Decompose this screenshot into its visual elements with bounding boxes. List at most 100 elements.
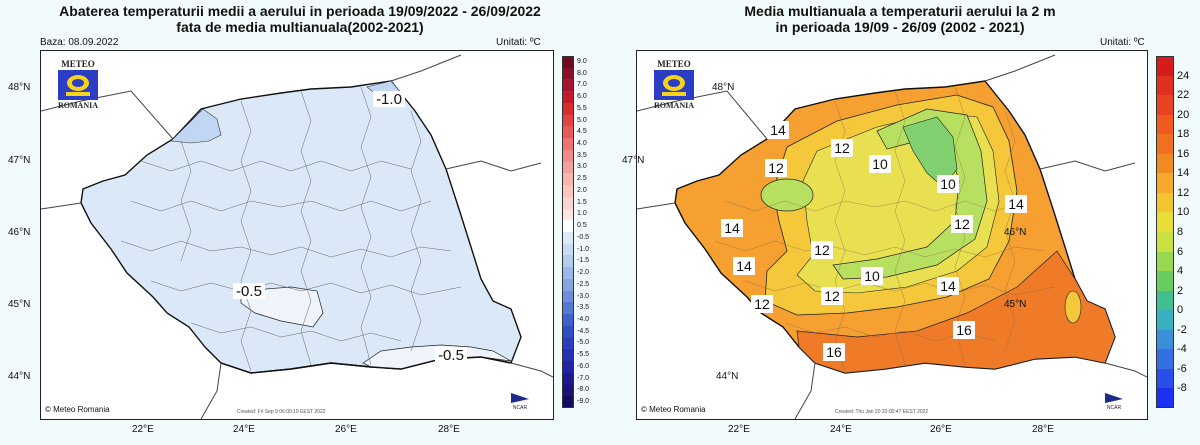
legend-swatch (562, 126, 574, 139)
contour-label: 12 (814, 242, 830, 258)
legend-label: 5.0 (577, 116, 587, 124)
legend-label: 4.5 (577, 128, 587, 136)
legend-frame (1156, 56, 1174, 408)
legend-swatch (562, 220, 574, 233)
legend-swatch (1156, 153, 1174, 174)
contour-label: 14 (770, 122, 786, 138)
legend-label: -1.0 (577, 245, 590, 253)
legend-swatch (562, 232, 574, 245)
lon-label: 28°E (438, 424, 460, 435)
contour-label: -0.5 (438, 347, 464, 364)
contour-label: -1.0 (376, 91, 402, 108)
lat-label: 47°N (622, 155, 645, 166)
legend-label: -3.5 (577, 304, 590, 312)
legend-swatch (562, 56, 574, 69)
lon-label: 22°E (728, 424, 750, 435)
climatology-title-line2: in perioada 19/09 - 26/09 (2002 - 2021) (775, 19, 1025, 35)
county-borders (120, 86, 462, 372)
legend-label: -2 (1177, 323, 1187, 336)
legend-label: 14 (1177, 167, 1190, 180)
lon-label: 22°E (132, 424, 154, 435)
legend-swatch (1156, 173, 1174, 194)
ncar-logo: NCAR (1103, 391, 1125, 411)
ncar-label: NCAR (1106, 405, 1122, 411)
credit-text: © Meteo Romania (45, 405, 110, 414)
legend-label: -5.0 (577, 339, 590, 347)
legend-label: -9.0 (577, 398, 590, 406)
contour-label: 12 (834, 140, 850, 156)
legend-swatch (562, 196, 574, 210)
legend-label: 6.0 (577, 93, 587, 101)
legend-label: -3.0 (577, 292, 590, 300)
legend-label: 0 (1177, 304, 1184, 317)
contour-label: 12 (824, 288, 840, 304)
legend-swatch (1156, 290, 1174, 311)
contour-label: 14 (724, 220, 740, 236)
contour-label: 14 (1008, 196, 1024, 212)
legend-label: -1.5 (577, 257, 590, 265)
contour-label: 14 (940, 278, 956, 294)
legend-swatch (562, 325, 574, 339)
legend-label: -4.5 (577, 327, 590, 335)
created-timestamp: Created: Thu Jan 20 20:00:47 EEST 2022 (835, 409, 929, 415)
ncar-label: NCAR (512, 405, 528, 411)
legend-label: -4 (1177, 343, 1187, 356)
legend-label: 20 (1177, 108, 1190, 121)
legend-swatch (562, 243, 574, 256)
ncar-icon (1105, 393, 1123, 403)
lon-label: 28°E (1032, 424, 1054, 435)
anomaly-zone-nw (170, 108, 222, 144)
legend-swatch (1156, 349, 1174, 370)
legend-swatch (562, 278, 574, 292)
romania-outline (80, 80, 522, 374)
contour-label: 16 (956, 322, 972, 338)
legend-label: -8.0 (577, 386, 590, 394)
legend-swatch (562, 185, 574, 198)
legend-label: 0.5 (577, 222, 587, 230)
legend-swatch (562, 161, 574, 174)
legend-label: 9.0 (577, 57, 587, 65)
base-date-label: Baza: 08.09.2022 (40, 37, 119, 48)
legend-swatch (562, 79, 574, 92)
legend-swatch (562, 102, 574, 116)
temp-zone-east-island (1064, 290, 1082, 324)
legend-swatch (1156, 95, 1174, 116)
lon-label: 24°E (830, 424, 852, 435)
meteo-romania-logo: METEO ROMANIA (643, 59, 705, 110)
contour-label: 14 (736, 258, 752, 274)
legend-swatch (562, 208, 574, 221)
anomaly-map-svg: -1.0 -0.5 -0.5 (41, 54, 553, 419)
legend-label: -6 (1177, 362, 1187, 375)
contour-label: -0.5 (236, 283, 262, 300)
legend-swatch (1156, 251, 1174, 272)
legend-swatch (562, 267, 574, 280)
legend-label: -2.5 (577, 280, 590, 288)
legend-label: 10 (1177, 206, 1190, 219)
legend-label: -4.0 (577, 316, 590, 323)
neighbor-borders (41, 54, 553, 419)
anomaly-color-legend: 9.0 8.0 7.0 6.0 5.5 5.0 4.5 4.0 3.5 3.0 2.5 2.0 1.5 1… (562, 56, 598, 412)
lat-label: 46°N (8, 227, 31, 238)
logo-text-top: METEO (61, 59, 95, 69)
climatology-panel: Media multianuala a temperaturii aerului… (600, 0, 1200, 445)
legend-swatch (562, 384, 574, 397)
legend-label: -6.0 (577, 362, 590, 370)
southern-border (220, 356, 512, 374)
legend-label: 8.0 (577, 69, 587, 77)
legend-label: 4 (1177, 265, 1184, 278)
ncar-icon (511, 393, 529, 403)
contour-label: 12 (954, 216, 970, 232)
climatology-color-legend: 24 22 20 18 16 14 12 10 8 6 4 2 0 -2 -4 -6 -8 (1156, 56, 1198, 412)
legend-label: 16 (1177, 147, 1190, 160)
legend-swatch (562, 91, 574, 104)
legend-swatch (562, 138, 574, 151)
legend-swatch (1156, 388, 1174, 409)
legend-swatch (562, 396, 574, 409)
legend-swatch (1156, 56, 1174, 77)
legend-label: 2.0 (577, 186, 587, 194)
legend-label: -5.5 (577, 351, 590, 359)
logo-text-top: METEO (657, 59, 691, 69)
legend-swatch (1156, 212, 1174, 233)
contour-label: 12 (768, 160, 784, 176)
neighbor-borders (637, 54, 1147, 419)
